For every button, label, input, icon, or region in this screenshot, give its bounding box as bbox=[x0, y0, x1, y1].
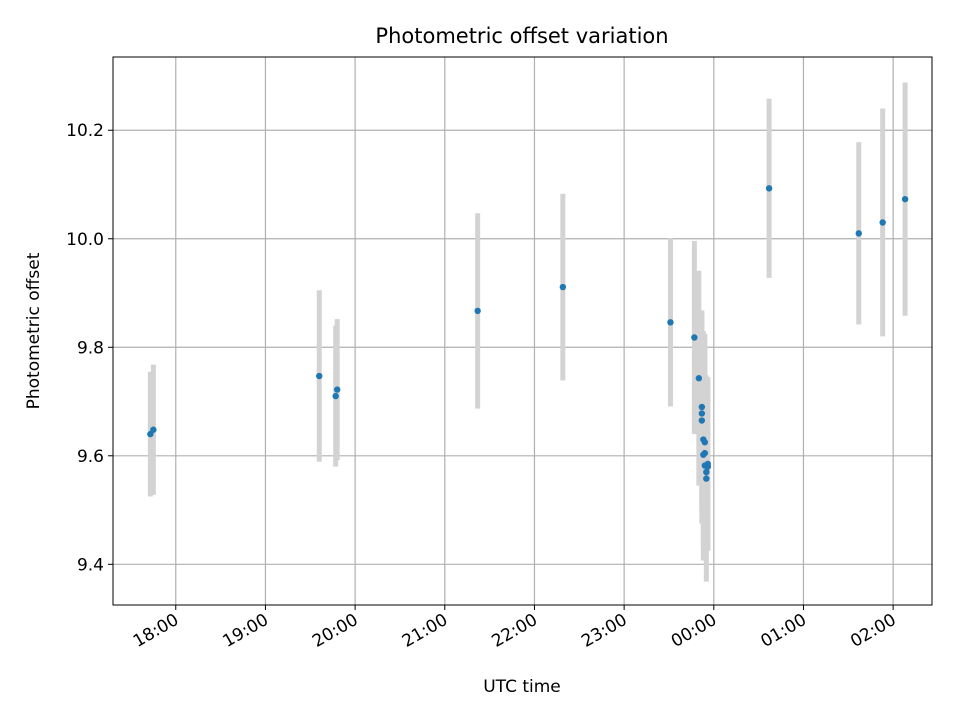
data-point bbox=[703, 468, 710, 476]
data-point bbox=[332, 392, 339, 400]
data-point bbox=[150, 426, 157, 433]
data-point bbox=[879, 219, 886, 226]
data-point bbox=[667, 319, 674, 326]
y-tick-label: 10.2 bbox=[66, 121, 104, 141]
data-point bbox=[691, 334, 698, 341]
data-point bbox=[698, 403, 706, 411]
y-tick-label: 10.0 bbox=[66, 230, 104, 250]
data-point bbox=[701, 439, 709, 446]
data-point bbox=[559, 283, 567, 291]
data-point bbox=[703, 475, 710, 482]
grid bbox=[113, 57, 932, 605]
y-tick-label: 9.8 bbox=[77, 338, 104, 358]
data-point bbox=[698, 410, 706, 417]
data-point bbox=[704, 460, 712, 468]
y-tick-label: 9.6 bbox=[77, 447, 104, 467]
data-point bbox=[855, 230, 862, 237]
data-point bbox=[765, 185, 773, 192]
data-point bbox=[695, 375, 703, 382]
y-tick-label: 9.4 bbox=[77, 555, 104, 575]
data-point bbox=[698, 417, 706, 424]
y-axis-label: Photometric offset bbox=[24, 252, 44, 409]
plot-frame bbox=[112, 56, 933, 606]
data-points bbox=[147, 185, 909, 482]
x-axis-label: UTC time bbox=[483, 677, 561, 697]
data-point bbox=[333, 386, 341, 393]
y-axis-ticks: 9.4 9.6 9.8 10.0 10.2 bbox=[66, 121, 113, 575]
data-point bbox=[474, 307, 481, 315]
chart-title: Photometric offset variation bbox=[375, 24, 668, 48]
data-point bbox=[901, 195, 909, 203]
data-point bbox=[701, 449, 709, 457]
data-point bbox=[316, 372, 323, 380]
